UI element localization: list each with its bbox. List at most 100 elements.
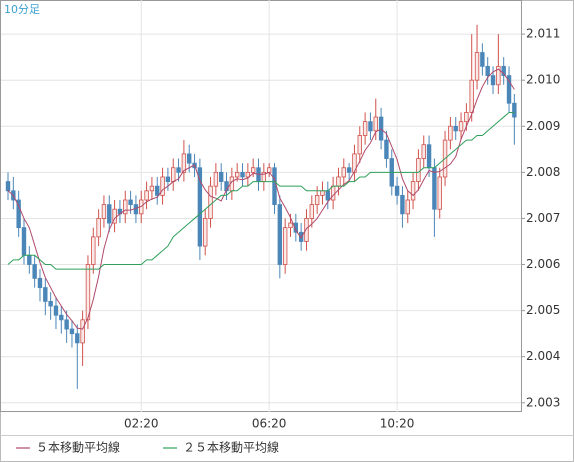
candle-body <box>437 176 442 210</box>
candle-body <box>394 185 400 196</box>
candle-body <box>309 204 315 219</box>
candle-body <box>346 167 352 173</box>
candle-body <box>91 236 96 265</box>
candle-body <box>373 116 378 132</box>
y-tick-label: 2.003 <box>526 395 560 409</box>
candle-body <box>165 176 171 182</box>
candle-body <box>59 314 64 321</box>
candle-body <box>69 328 75 335</box>
candle-body <box>464 112 469 123</box>
candle-body <box>469 79 474 113</box>
candle-body <box>43 287 48 302</box>
candle-body <box>234 171 240 178</box>
chart-title: 10分足 <box>4 3 40 16</box>
candle-body <box>410 181 416 201</box>
candle-body <box>448 125 453 141</box>
y-tick-label: 2.009 <box>526 119 560 133</box>
candle-body <box>181 153 187 173</box>
candle-body <box>32 264 37 279</box>
candle-body <box>506 75 512 104</box>
candle-body <box>53 305 59 316</box>
candle-body <box>405 199 410 215</box>
candle-body <box>480 52 485 67</box>
candle-body <box>288 222 293 229</box>
candle-body <box>416 158 421 182</box>
candle-body <box>187 153 192 164</box>
candle-body <box>272 167 277 206</box>
candle-body <box>128 199 133 206</box>
candle-body <box>400 195 405 215</box>
candle-body <box>282 227 288 265</box>
candle-body <box>27 254 32 265</box>
legend-label: ２５本移動平均線 <box>183 440 279 455</box>
candle-body <box>250 167 256 173</box>
candle-body <box>75 333 80 344</box>
candle-body <box>421 144 426 159</box>
candle-body <box>240 171 245 178</box>
candle-body <box>341 167 346 178</box>
candle-body <box>160 176 165 196</box>
candle-body <box>512 102 517 118</box>
candle-body <box>357 135 362 155</box>
candle-body <box>304 218 309 242</box>
y-tick-label: 2.006 <box>526 257 560 271</box>
candle-body <box>149 185 155 192</box>
candle-body <box>16 199 21 229</box>
candle-body <box>277 204 283 265</box>
candle-body <box>37 277 43 288</box>
candle-body <box>101 204 107 219</box>
x-tick-label: 06:20 <box>252 417 287 431</box>
candle-body <box>171 167 176 182</box>
candle-body <box>432 167 437 210</box>
candle-body <box>384 139 389 159</box>
y-tick-label: 2.004 <box>526 349 560 363</box>
y-tick-label: 2.011 <box>526 27 560 41</box>
candle-body <box>501 65 506 76</box>
candle-body <box>485 65 490 76</box>
candle-body <box>362 121 368 136</box>
y-tick-label: 2.007 <box>526 211 560 225</box>
y-tick-label: 2.010 <box>526 73 560 87</box>
candle-body <box>368 121 373 132</box>
candle-body <box>213 171 219 187</box>
candle-body <box>218 171 224 182</box>
candle-body <box>144 190 149 201</box>
candle-body <box>80 319 85 344</box>
candle-body <box>293 222 299 233</box>
candle-body <box>336 176 341 187</box>
candle-body <box>21 227 27 256</box>
candle-body <box>245 171 251 178</box>
candle-body <box>453 125 458 132</box>
x-tick-label: 10:20 <box>380 417 415 431</box>
candle-body <box>325 190 330 201</box>
moving-average-line <box>7 68 515 330</box>
y-tick-label: 2.008 <box>526 165 560 179</box>
candle-body <box>474 52 480 81</box>
candle-body <box>96 218 101 238</box>
candle-body <box>123 199 128 215</box>
candle-body <box>176 167 181 173</box>
candle-body <box>48 300 53 307</box>
candle-body <box>155 185 160 196</box>
candle-body <box>314 195 320 206</box>
x-tick-label: 02:20 <box>124 417 159 431</box>
candle-body <box>203 218 208 247</box>
candle-body <box>197 167 203 247</box>
candle-body <box>458 121 464 132</box>
candle-body <box>107 204 112 224</box>
candle-body <box>490 75 496 86</box>
candle-body <box>320 190 325 196</box>
plot-area <box>0 0 522 412</box>
candle-body <box>208 185 213 219</box>
candle-body <box>426 144 432 169</box>
candle-body <box>85 264 91 321</box>
candle-body <box>112 208 117 224</box>
candle-body <box>496 65 501 86</box>
y-tick-label: 2.005 <box>526 303 560 317</box>
candle-body <box>330 185 336 201</box>
legend-label: ５本移動平均線 <box>36 440 120 455</box>
candle-body <box>64 319 69 330</box>
moving-average-line <box>7 111 515 270</box>
candle-body <box>5 181 11 192</box>
